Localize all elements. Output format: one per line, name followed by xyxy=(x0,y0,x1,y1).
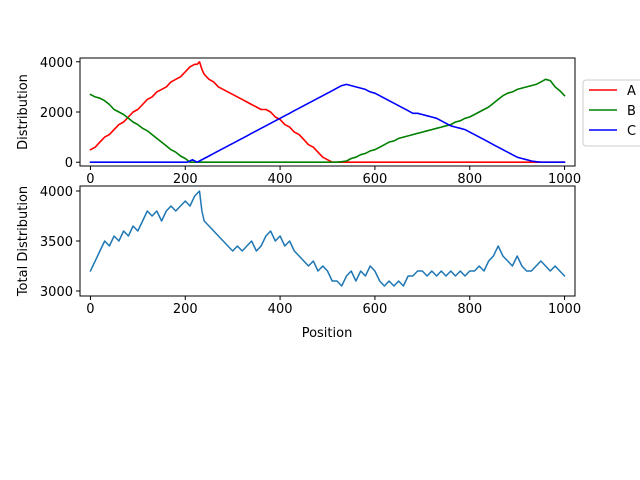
legend-label-c: C xyxy=(627,124,636,139)
total-distribution-series-line xyxy=(89,190,566,287)
distribution-series-line-a xyxy=(89,61,566,163)
legend-label-b: B xyxy=(627,104,636,119)
distribution-x-tick-label: 800 xyxy=(457,172,482,187)
distribution-x-tick-label: 600 xyxy=(362,172,387,187)
total-distribution-series-line-1 xyxy=(89,190,566,287)
total-distribution-ticks: 0 200 400 600 800 1000 3000 3500 4000 xyxy=(40,185,581,317)
distribution-plot-area xyxy=(79,57,576,167)
distribution-y-axis-label: Distribution xyxy=(16,74,31,150)
distribution-subplot: 0 200 400 600 800 1000 0 2000 4000 Distribution xyxy=(16,56,581,187)
total-distribution-x-axis-label: Position xyxy=(302,326,353,341)
total-distribution-x-tick-label: 800 xyxy=(457,302,482,317)
distribution-y-tick-label: 4000 xyxy=(40,56,73,71)
total-distribution-x-tick-label: 400 xyxy=(268,302,293,317)
distribution-x-tick-label: 0 xyxy=(86,172,94,187)
total-distribution-subplot: 0 200 400 600 800 1000 3000 3500 4000 Total Dist… xyxy=(16,185,581,341)
distribution-y-tick-label: 0 xyxy=(65,156,73,171)
legend-entries: ABC xyxy=(589,84,636,139)
total-distribution-x-tick-label: 0 xyxy=(86,302,94,317)
distribution-x-tick-label: 1000 xyxy=(548,172,581,187)
distribution-series-line-b xyxy=(89,78,566,163)
total-distribution-y-tick-label: 3000 xyxy=(40,285,73,300)
total-distribution-x-tick-label: 600 xyxy=(362,302,387,317)
distribution-series-line-c xyxy=(89,83,566,163)
total-distribution-x-tick-label: 200 xyxy=(173,302,198,317)
distribution-x-tick-label: 400 xyxy=(268,172,293,187)
total-distribution-y-tick-label: 4000 xyxy=(40,185,73,200)
total-distribution-y-axis-label: Total Distribution xyxy=(16,186,31,297)
distribution-y-tick-label: 2000 xyxy=(40,106,73,121)
distribution-x-tick-label: 200 xyxy=(173,172,198,187)
distribution-ticks: 0 200 400 600 800 1000 0 2000 4000 xyxy=(40,56,581,187)
total-distribution-y-tick-label: 3500 xyxy=(40,235,73,250)
legend-label-a: A xyxy=(627,84,636,99)
total-distribution-plot-area xyxy=(79,185,576,297)
distribution-series-lines xyxy=(89,61,566,163)
legend: ABC xyxy=(582,79,640,147)
total-distribution-x-tick-label: 1000 xyxy=(548,302,581,317)
